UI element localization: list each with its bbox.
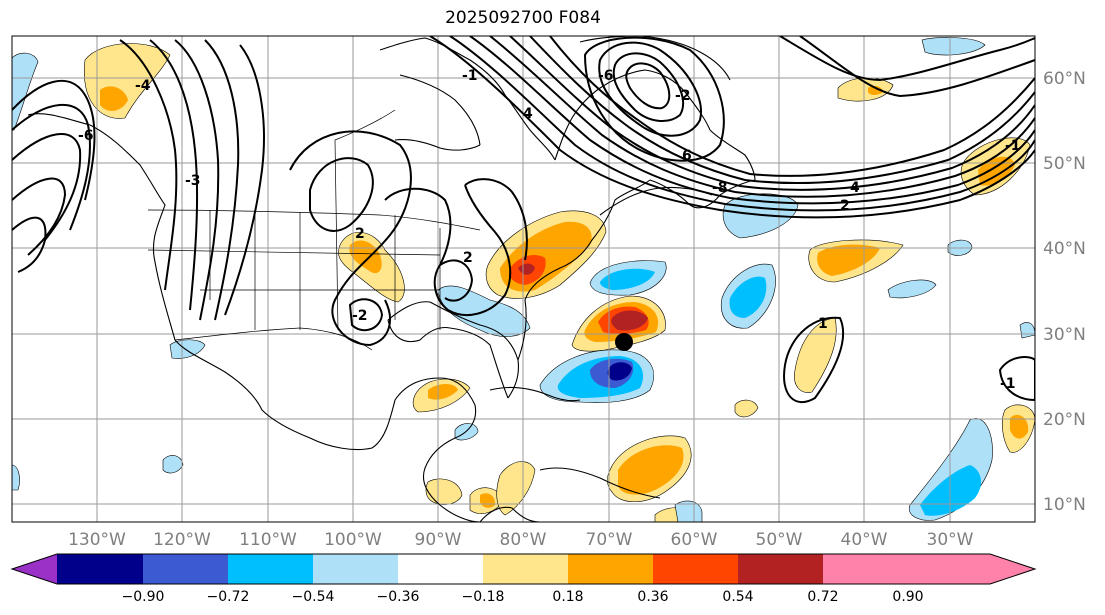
colorbar-tick-label: −0.72 [207, 589, 250, 605]
contour-label: -1 [1000, 376, 1016, 392]
colorbar-segment [653, 554, 738, 584]
colorbar-segment [228, 554, 313, 584]
contour-label: -4 [135, 78, 151, 94]
contour-labels: -4 -6 -3 2 2 -2 -1 4 -6 6 4 2 -1 1 -1 -2… [78, 68, 1021, 392]
colorbar-tick-label: 0.90 [892, 589, 923, 605]
colorbar-tick-label: −0.18 [462, 589, 505, 605]
colorbar-segment [57, 554, 143, 584]
lat-label: 50°N [1043, 154, 1086, 174]
contour-label: -8 [712, 180, 728, 196]
colorbar-tick-label: 0.36 [637, 589, 668, 605]
latitude-labels: 60°N 50°N 40°N 30°N 20°N 10°N [1043, 69, 1086, 515]
colorbar-segment [398, 554, 483, 584]
lon-label: 100°W [324, 530, 382, 550]
contour-lines [12, 36, 1035, 404]
contour-label: -1 [462, 68, 478, 84]
lon-label: 120°W [153, 530, 211, 550]
colorbar-segment [313, 554, 398, 584]
colorbar-segment [823, 554, 908, 584]
lat-label: 60°N [1043, 69, 1086, 89]
contour-label: 2 [840, 198, 850, 214]
graticule [12, 36, 1035, 522]
contour-label: -2 [675, 88, 691, 104]
colorbar-tick-label: −0.36 [377, 589, 420, 605]
colorbar-ticks: −0.90 −0.72 −0.54 −0.36 −0.18 0.18 0.36 … [122, 589, 924, 605]
lon-label: 70°W [586, 530, 633, 550]
contour-label: 4 [850, 180, 860, 196]
colorbar-segment [738, 554, 823, 584]
lon-label: 40°W [841, 530, 888, 550]
colorbar-tick-label: 0.18 [552, 589, 583, 605]
lon-label: 90°W [415, 530, 462, 550]
contour-label: 6 [682, 148, 692, 164]
lat-label: 30°N [1043, 325, 1086, 345]
map-title: 2025092700 F084 [445, 8, 601, 28]
contour-label: -2 [352, 308, 368, 324]
lon-label: 130°W [68, 530, 126, 550]
colorbar: −0.90 −0.72 −0.54 −0.36 −0.18 0.18 0.36 … [10, 553, 1037, 605]
colorbar-tick-label: −0.54 [292, 589, 335, 605]
colorbar-tick-label: 0.72 [807, 589, 838, 605]
lon-label: 50°W [756, 530, 803, 550]
colorbar-outline [10, 553, 1037, 585]
lon-label: 80°W [500, 530, 547, 550]
map-frame [11, 35, 1036, 523]
positive-anomaly-areas [83, 43, 1035, 522]
colorbar-segment [568, 554, 653, 584]
lon-label: 30°W [927, 530, 974, 550]
lat-label: 20°N [1043, 410, 1086, 430]
longitude-labels: 130°W 120°W 110°W 100°W 90°W 80°W 70°W 6… [68, 530, 974, 550]
lon-label: 110°W [239, 530, 297, 550]
colorbar-tick-label: 0.54 [722, 589, 753, 605]
contour-label: -3 [185, 173, 201, 189]
colorbar-tick-label: −0.90 [122, 589, 165, 605]
contour-label: 4 [523, 106, 533, 122]
anomaly-shading [12, 37, 1035, 522]
storm-center-marker [615, 333, 633, 351]
contour-label: -6 [78, 128, 94, 144]
lat-label: 10°N [1043, 495, 1086, 515]
lon-label: 60°W [671, 530, 718, 550]
borders [147, 109, 481, 351]
colorbar-segment [483, 554, 568, 584]
colorbar-segment [143, 554, 228, 584]
contour-label: 2 [463, 250, 473, 266]
contour-label: 2 [355, 226, 365, 242]
contour-label: 1 [818, 316, 828, 332]
contour-label: -1 [1005, 138, 1021, 154]
contour-label: -6 [598, 68, 614, 84]
lat-label: 40°N [1043, 239, 1086, 259]
colorbar-extend-low [12, 554, 57, 584]
